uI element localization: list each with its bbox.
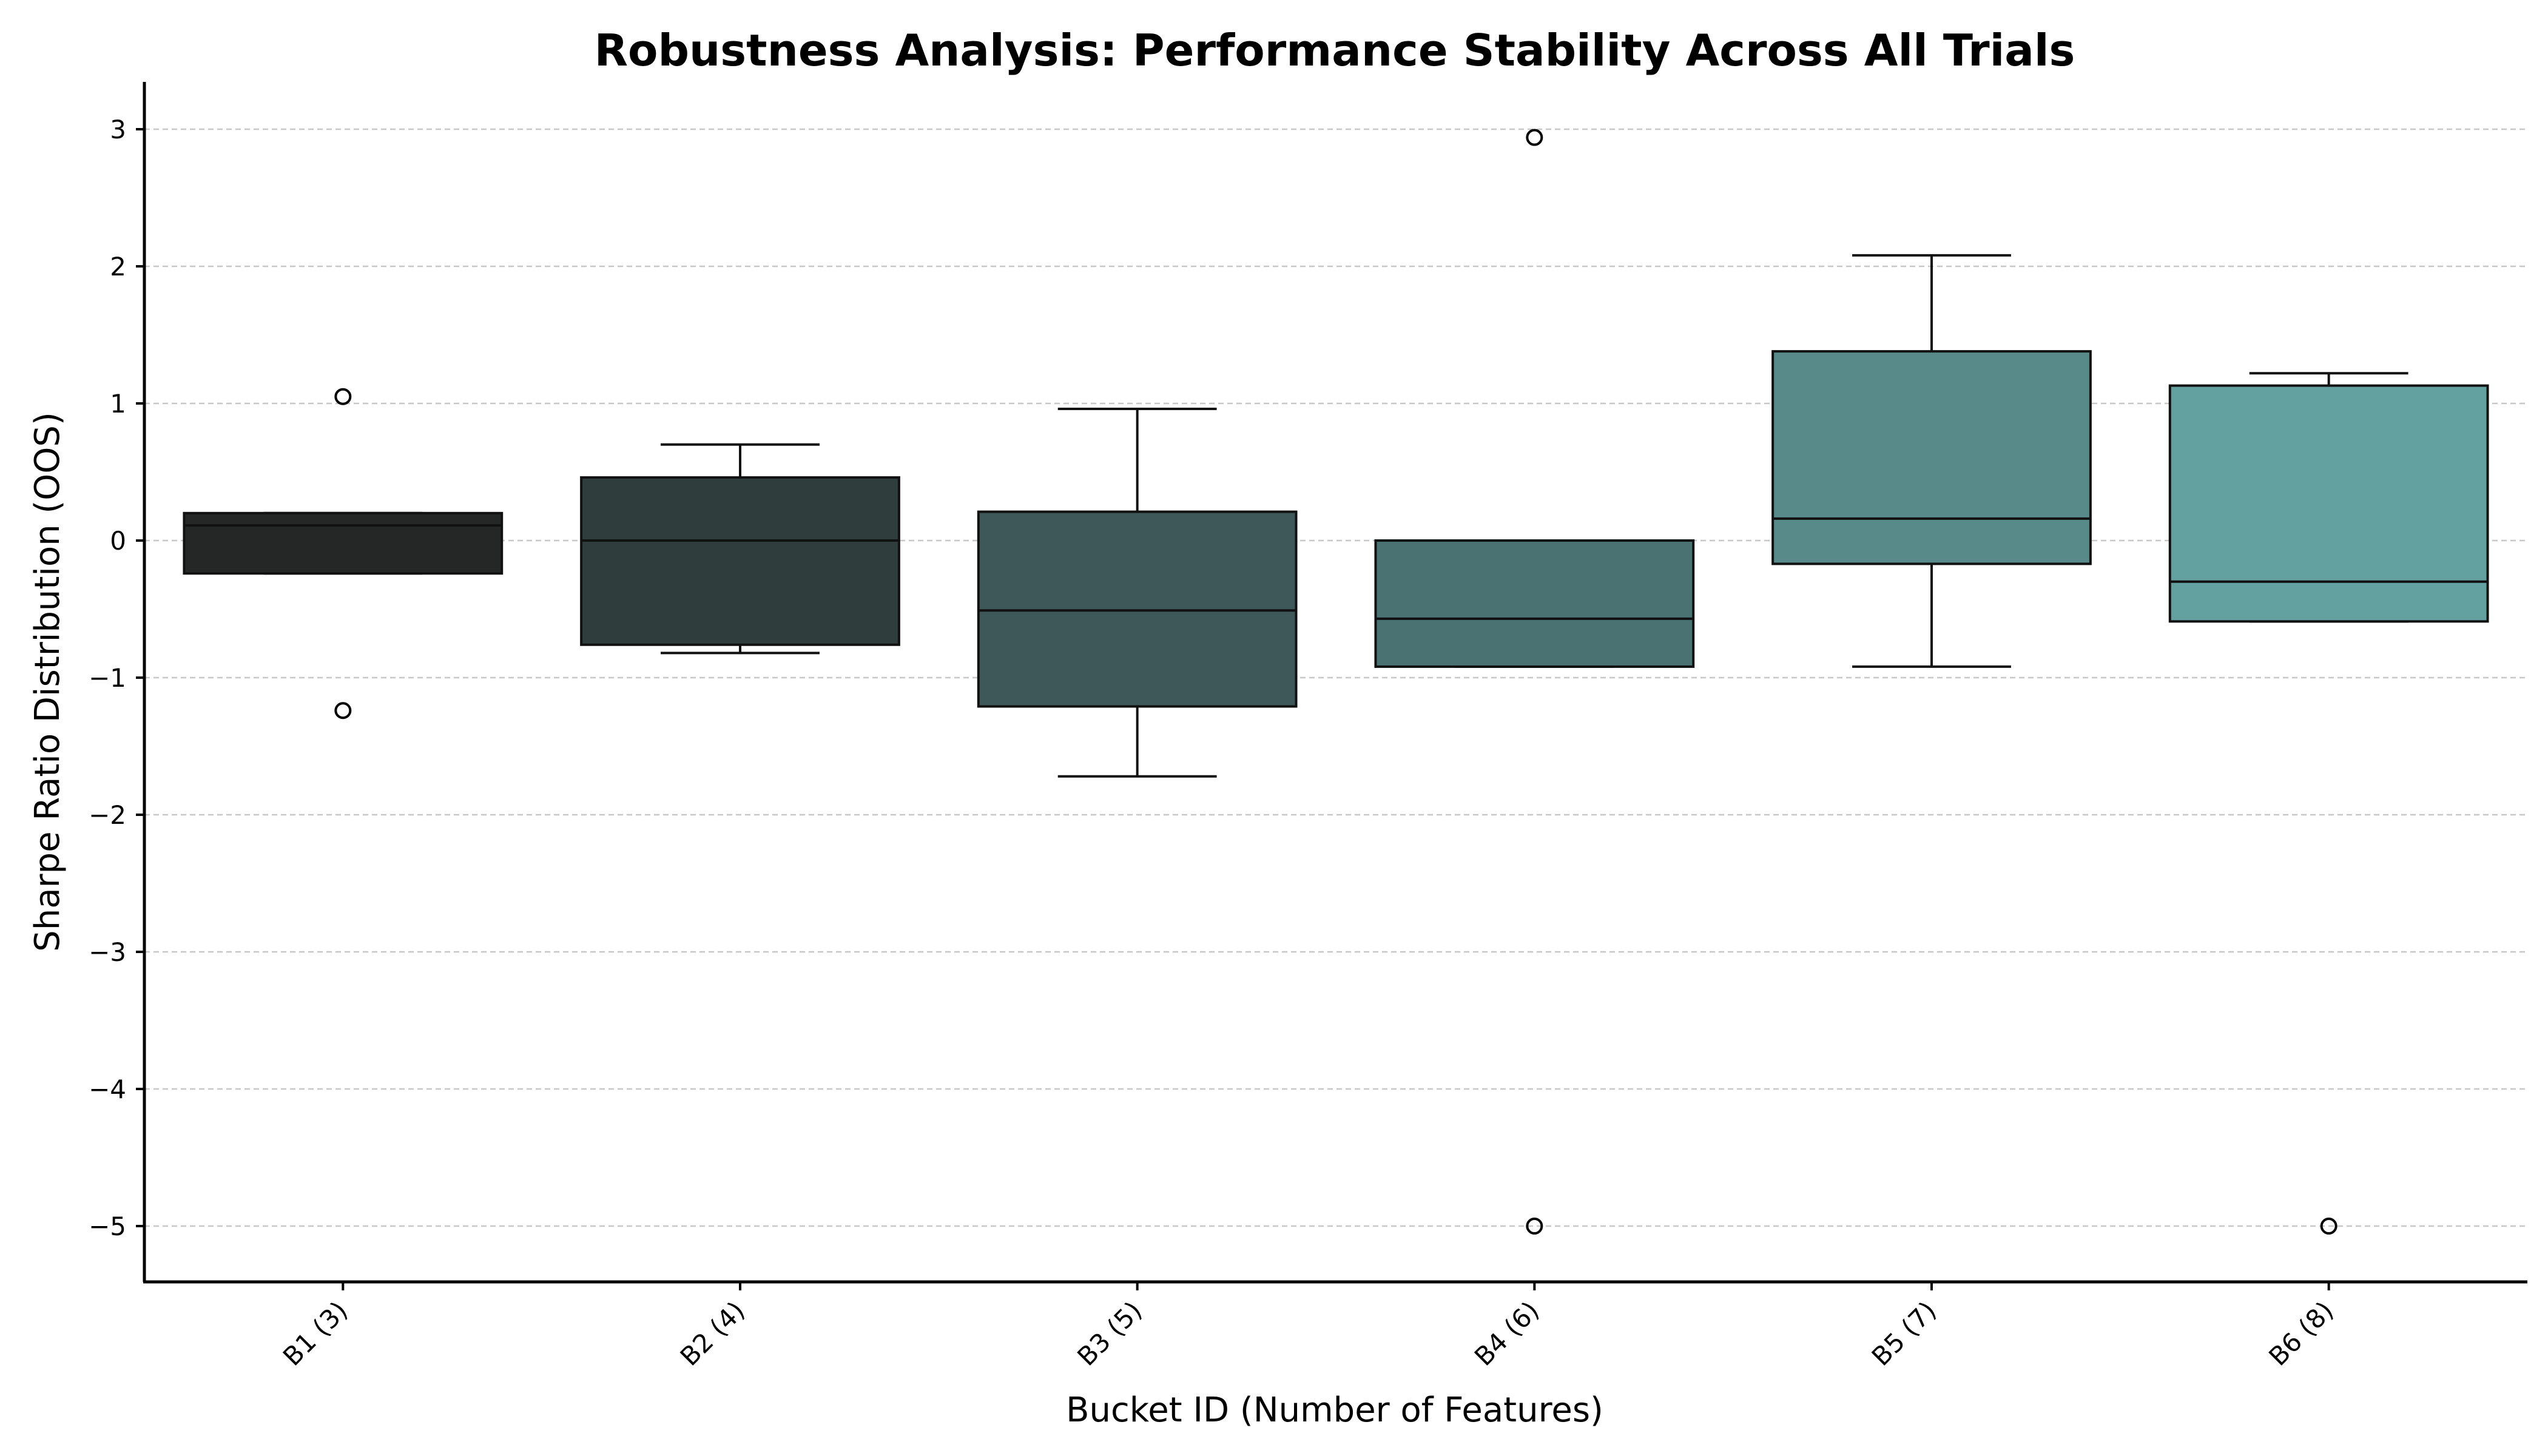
- y-tick-label: 2: [110, 252, 126, 281]
- box-iqr: [1374, 539, 1695, 668]
- x-ticks: B1 (3) B2 (4) B3 (5) B4 (6) B5 (7) B6 (8): [277, 1282, 2339, 1372]
- x-axis-label: Bucket ID (Number of Features): [1066, 1390, 1603, 1430]
- box-group: [580, 443, 900, 655]
- box-group: [183, 388, 504, 720]
- x-tick-label: B1 (3): [277, 1295, 353, 1371]
- y-axis-label: Sharpe Ratio Distribution (OOS): [28, 412, 67, 952]
- box-group: [977, 408, 1298, 778]
- box-iqr: [2168, 384, 2489, 623]
- outlier-point: [334, 702, 352, 720]
- y-ticks: 3 2 1 0 −1 −2 −3 −4 −5: [89, 115, 144, 1241]
- box-group: [1374, 129, 1695, 1235]
- box-layer: [183, 129, 2489, 1235]
- box-iqr: [183, 511, 504, 575]
- x-tick-label: B2 (4): [675, 1295, 750, 1371]
- x-tick-label: B6 (8): [2263, 1295, 2339, 1371]
- y-tick-label: −4: [89, 1074, 126, 1104]
- outlier-point: [334, 388, 352, 405]
- chart-title: Robustness Analysis: Performance Stabili…: [595, 25, 2075, 76]
- grid-lines: [144, 128, 2527, 1227]
- y-tick-label: 3: [110, 115, 126, 144]
- outlier-point: [1526, 129, 1543, 146]
- box-group: [2168, 372, 2489, 1235]
- y-tick-label: −5: [89, 1212, 126, 1241]
- box-iqr: [580, 476, 900, 646]
- y-tick-label: −2: [89, 800, 126, 830]
- y-tick-label: −3: [89, 937, 126, 967]
- box-group: [1771, 254, 2092, 668]
- box-iqr: [1771, 350, 2092, 565]
- outlier-point: [2320, 1218, 2337, 1235]
- y-tick-label: 0: [110, 526, 126, 556]
- x-tick-label: B3 (5): [1071, 1295, 1147, 1371]
- y-tick-label: −1: [89, 663, 126, 693]
- x-tick-label: B4 (6): [1469, 1295, 1545, 1371]
- x-tick-label: B5 (7): [1866, 1295, 1942, 1371]
- outlier-point: [1526, 1218, 1543, 1235]
- box-iqr: [977, 510, 1298, 708]
- y-tick-label: 1: [110, 389, 126, 419]
- axes: [143, 82, 2527, 1284]
